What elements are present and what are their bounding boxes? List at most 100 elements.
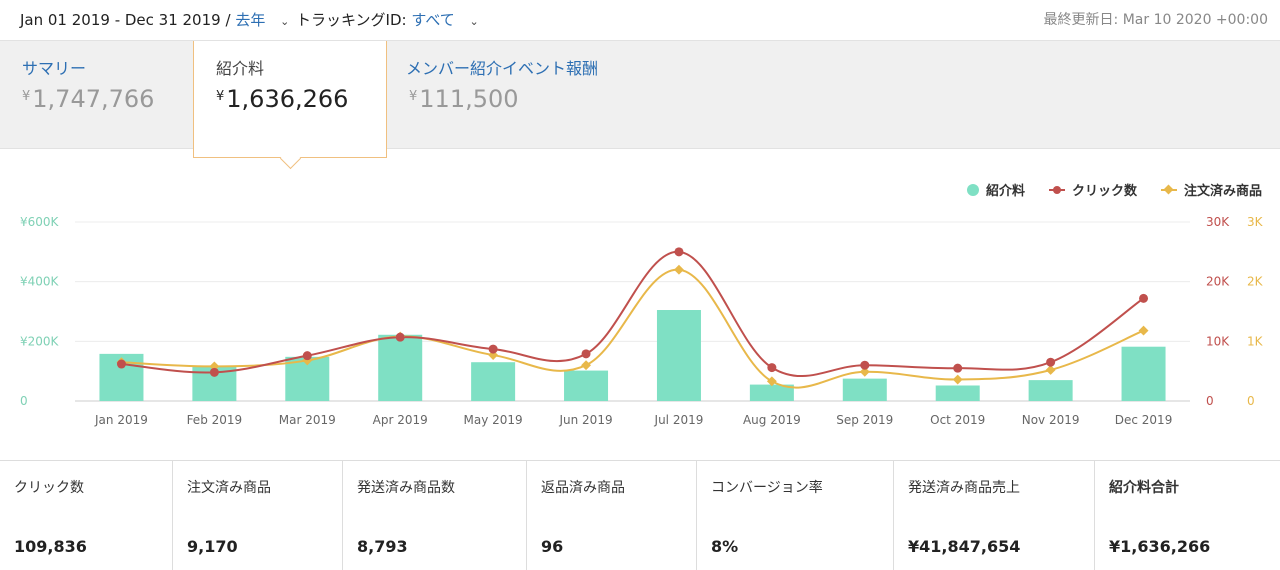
point-ordered-items [674, 264, 684, 275]
performance-chart: 紹介料 クリック数 注文済み商品 0 0 0 ¥200K 10K 1K ¥400K 20K 2K… [0, 160, 1280, 460]
right-axis-2-tick-label: 0 [1247, 394, 1255, 408]
tab-label: 紹介料 [216, 59, 265, 78]
bar-referral-fee [378, 334, 423, 401]
point-clicks [581, 349, 591, 359]
x-axis-tick-label: Apr 2019 [373, 413, 428, 427]
right-axis-2-tick-label: 3K [1247, 215, 1264, 229]
stat-value: ¥1,636,266 [1109, 537, 1211, 556]
stat-label: 発送済み商品売上 [908, 480, 1020, 496]
point-clicks [767, 363, 777, 373]
point-clicks [1046, 357, 1056, 367]
tab-referral-fee[interactable]: 紹介料 ¥1,636,266 [193, 41, 387, 170]
right-axis-tick-label: 20K [1206, 275, 1230, 289]
x-axis-tick-label: Sep 2019 [836, 413, 893, 427]
left-axis-tick-label: ¥400K [20, 275, 60, 289]
bar-referral-fee [564, 370, 609, 401]
stat-total-referral-fee: 紹介料合計 ¥1,636,266 [1095, 461, 1280, 570]
x-axis-tick-label: Jan 2019 [94, 413, 148, 427]
legend-line-icon [1048, 185, 1065, 194]
x-axis-tick-label: Jun 2019 [558, 413, 612, 427]
point-ordered-items [1138, 325, 1149, 336]
point-clicks [395, 332, 405, 342]
chart-plot: 0 0 0 ¥200K 10K 1K ¥400K 20K 2K ¥600K 30K 3K Jan 201… [20, 215, 1264, 427]
last-updated: 最終更新日: Mar 10 2020 +00:00 [1043, 12, 1268, 28]
date-range-text: Jan 01 2019 - Dec 31 2019 [20, 11, 221, 29]
stat-value: 8,793 [357, 537, 408, 556]
point-clicks [209, 367, 219, 377]
stat-label: 注文済み商品 [187, 480, 271, 496]
bar-referral-fee [935, 385, 980, 401]
stat-value: 8% [711, 537, 739, 556]
legend-item-referral-fee[interactable]: 紹介料 [966, 180, 1025, 199]
date-range-selector[interactable]: Jan 01 2019 - Dec 31 2019 / 去年 ⌄ [20, 9, 289, 30]
point-clicks [674, 247, 684, 257]
tab-value: ¥1,636,266 [216, 85, 349, 113]
chevron-down-icon[interactable]: ⌄ [469, 15, 479, 28]
stat-label: 紹介料合計 [1109, 480, 1179, 496]
x-axis-tick-label: May 2019 [464, 413, 523, 427]
right-axis-2-tick-label: 1K [1247, 334, 1264, 348]
x-axis-tick-label: Nov 2019 [1022, 413, 1080, 427]
point-clicks [488, 344, 498, 354]
point-clicks [1139, 293, 1149, 303]
stat-value: 109,836 [14, 537, 87, 556]
stat-value: 9,170 [187, 537, 238, 556]
stat-label: 発送済み商品数 [357, 480, 455, 496]
stats-bar: クリック数 109,836 注文済み商品 9,170 発送済み商品数 8,793… [0, 460, 1280, 570]
x-axis-tick-label: Aug 2019 [743, 413, 801, 427]
tracking-id-link[interactable]: すべて [411, 11, 455, 29]
chevron-down-icon[interactable]: ⌄ [280, 15, 290, 28]
right-axis-tick-label: 10K [1206, 334, 1230, 348]
stat-label: 返品済み商品 [541, 480, 625, 496]
legend-item-clicks[interactable]: クリック数 [1048, 180, 1137, 199]
point-clicks [953, 363, 963, 373]
bar-referral-fee [1121, 346, 1166, 401]
point-ordered-items [859, 366, 870, 377]
stat-returned-items: 返品済み商品 96 [527, 461, 697, 570]
tracking-id-selector[interactable]: トラッキングID: すべて ⌄ [296, 9, 479, 30]
stat-shipped-items: 発送済み商品数 8,793 [343, 461, 527, 570]
legend-line-icon [1160, 184, 1177, 195]
date-range-separator: / [225, 11, 231, 29]
period-link[interactable]: 去年 [235, 11, 266, 29]
point-ordered-items [581, 360, 591, 371]
bar-referral-fee [842, 378, 887, 401]
right-axis-2-tick-label: 2K [1247, 275, 1264, 289]
point-ordered-items [1045, 365, 1056, 375]
point-clicks [302, 351, 312, 361]
x-axis-tick-label: Dec 2019 [1115, 413, 1173, 427]
tab-value: ¥111,500 [409, 85, 519, 113]
left-axis-tick-label: ¥600K [20, 215, 60, 229]
stat-label: コンバージョン率 [711, 480, 823, 496]
top-bar: Jan 01 2019 - Dec 31 2019 / 去年 ⌄ トラッキングI… [0, 0, 1280, 40]
stat-conversion-rate: コンバージョン率 8% [697, 461, 894, 570]
chart-legend: 紹介料 クリック数 注文済み商品 [966, 180, 1262, 199]
line-clicks [121, 250, 1145, 377]
bar-referral-fee [656, 310, 701, 401]
summary-tabs: サマリー ¥1,747,766 紹介料 ¥1,636,266 メンバー紹介イベン… [0, 40, 1280, 170]
point-ordered-items [766, 376, 777, 387]
tab-label[interactable]: サマリー [22, 59, 87, 78]
legend-item-ordered[interactable]: 注文済み商品 [1160, 180, 1262, 199]
point-clicks [860, 360, 870, 370]
x-axis-tick-label: Feb 2019 [187, 413, 243, 427]
bar-referral-fee [749, 384, 794, 401]
stat-value: ¥41,847,654 [908, 537, 1021, 556]
point-clicks [116, 359, 126, 369]
x-axis-tick-label: Mar 2019 [279, 413, 336, 427]
stat-clicks: クリック数 109,836 [0, 461, 173, 570]
tab-member-referral[interactable]: メンバー紹介イベント報酬 ¥111,500 [387, 41, 647, 149]
tab-value: ¥1,747,766 [22, 85, 155, 113]
tracking-id-label: トラッキングID: [296, 11, 407, 29]
stat-value: 96 [541, 537, 564, 556]
left-axis-tick-label: 0 [20, 394, 28, 408]
x-axis-tick-label: Oct 2019 [930, 413, 985, 427]
tab-summary[interactable]: サマリー ¥1,747,766 [0, 41, 193, 149]
stat-shipped-revenue: 発送済み商品売上 ¥41,847,654 [894, 461, 1095, 570]
right-axis-tick-label: 30K [1206, 215, 1230, 229]
bar-referral-fee [1028, 380, 1073, 401]
x-axis-tick-label: Jul 2019 [654, 413, 704, 427]
tab-label[interactable]: メンバー紹介イベント報酬 [406, 59, 599, 78]
stat-label: クリック数 [14, 480, 84, 496]
bar-referral-fee [471, 362, 516, 401]
